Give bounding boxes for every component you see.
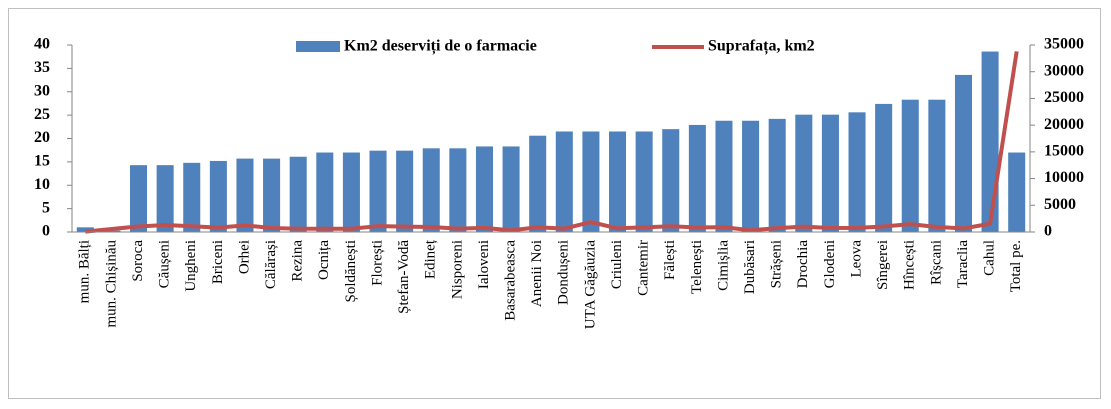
y2-tick-label: 30000 xyxy=(1044,62,1084,79)
bar xyxy=(582,131,600,232)
x-tick-label: Cantemir xyxy=(636,240,652,296)
x-tick-label: Taraclia xyxy=(955,240,971,288)
legend-swatch xyxy=(296,41,340,52)
bar xyxy=(263,158,281,232)
bar xyxy=(715,120,733,232)
x-tick-label: Ialoveni xyxy=(476,240,492,289)
y2-tick-label: 25000 xyxy=(1044,89,1084,106)
line-series xyxy=(85,51,1019,234)
bar xyxy=(183,162,201,232)
x-tick-label: Orhei xyxy=(236,240,252,274)
bar xyxy=(475,146,493,232)
bar xyxy=(981,51,999,232)
bar xyxy=(209,160,227,232)
bar xyxy=(156,165,174,232)
x-tick-label: Cahul xyxy=(982,240,998,276)
x-tick-label: Sîngerei xyxy=(875,240,891,290)
bar xyxy=(236,158,254,232)
y-tick-label: 10 xyxy=(34,176,50,193)
bar xyxy=(635,131,653,232)
bar xyxy=(396,150,414,232)
x-tick-label: Leova xyxy=(848,240,864,278)
y-tick-label: 30 xyxy=(34,82,50,99)
x-tick-label: Dondușeni xyxy=(556,240,572,305)
x-tick-label: mun. Bălți xyxy=(77,240,93,303)
bar xyxy=(821,114,839,232)
y-tick-label: 35 xyxy=(34,59,50,76)
bar xyxy=(369,150,387,232)
x-tick-label: Fălești xyxy=(662,240,678,280)
legend-label: Km2 deserviți de o farmacie xyxy=(344,38,537,56)
x-tick-label: Glodeni xyxy=(822,240,838,288)
x-tick-label: Șoldănești xyxy=(343,240,359,303)
bar xyxy=(768,118,786,232)
x-tick-label: mun. Chișinău xyxy=(103,240,119,328)
bar xyxy=(662,129,680,232)
x-tick-label: Ștefan-Vodă xyxy=(396,240,412,314)
x-tick-label: Florești xyxy=(369,240,385,286)
bar xyxy=(449,148,467,232)
bar xyxy=(1008,152,1026,232)
y-tick-label: 0 xyxy=(42,223,50,240)
bar xyxy=(422,148,440,232)
x-tick-label: Telenești xyxy=(689,240,705,294)
x-tick-label: Strășeni xyxy=(769,240,785,288)
y-tick-label: 20 xyxy=(34,129,50,146)
y-tick-label: 25 xyxy=(34,106,50,123)
y2-tick-label: 0 xyxy=(1044,223,1052,240)
bar xyxy=(609,131,627,232)
bar xyxy=(875,103,893,232)
bar xyxy=(848,112,866,232)
y2-tick-label: 35000 xyxy=(1044,36,1084,53)
x-tick-label: UTA Găgăuzia xyxy=(582,240,598,330)
x-tick-label: Drochia xyxy=(795,240,811,289)
x-tick-label: Criuleni xyxy=(609,240,625,289)
legend-label: Suprafața, km2 xyxy=(708,38,815,56)
bar xyxy=(316,152,334,232)
bar xyxy=(342,152,360,232)
y-tick-label: 15 xyxy=(34,153,50,170)
x-tick-label: Ungheni xyxy=(183,240,199,292)
bar xyxy=(289,156,307,232)
bar xyxy=(130,165,148,232)
x-tick-label: Total pe. xyxy=(1008,240,1024,292)
bar xyxy=(502,146,520,232)
bar xyxy=(901,99,919,232)
bar xyxy=(954,74,972,232)
x-tick-label: Nisporeni xyxy=(449,240,465,299)
x-tick-label: Basarabeasca xyxy=(503,240,519,321)
y2-tick-label: 5000 xyxy=(1044,196,1076,213)
x-tick-label: Căușeni xyxy=(157,240,173,288)
bar xyxy=(742,120,760,232)
bar xyxy=(795,114,813,232)
x-tick-label: Edineț xyxy=(423,239,439,279)
x-tick-label: Ocnița xyxy=(316,240,332,280)
bar xyxy=(103,230,121,232)
y-tick-label: 40 xyxy=(34,36,50,53)
y-tick-label: 5 xyxy=(42,199,50,216)
x-tick-label: Călărași xyxy=(263,240,279,289)
x-tick-label: Hîncești xyxy=(902,240,918,290)
bar xyxy=(928,99,946,232)
x-tick-label: Rezina xyxy=(290,240,306,282)
x-tick-label: Anenii Noi xyxy=(529,240,545,307)
x-tick-label: Briceni xyxy=(210,240,226,284)
y2-tick-label: 20000 xyxy=(1044,116,1084,133)
x-tick-label: Rîșcani xyxy=(928,240,944,285)
x-tick-label: Dubăsari xyxy=(742,240,758,294)
bar xyxy=(555,131,573,232)
y2-tick-label: 15000 xyxy=(1044,143,1084,160)
x-tick-label: Cimișlia xyxy=(715,240,731,291)
y2-tick-label: 10000 xyxy=(1044,169,1084,186)
bar xyxy=(529,135,547,232)
bar xyxy=(688,124,706,232)
x-tick-label: Soroca xyxy=(130,240,146,282)
